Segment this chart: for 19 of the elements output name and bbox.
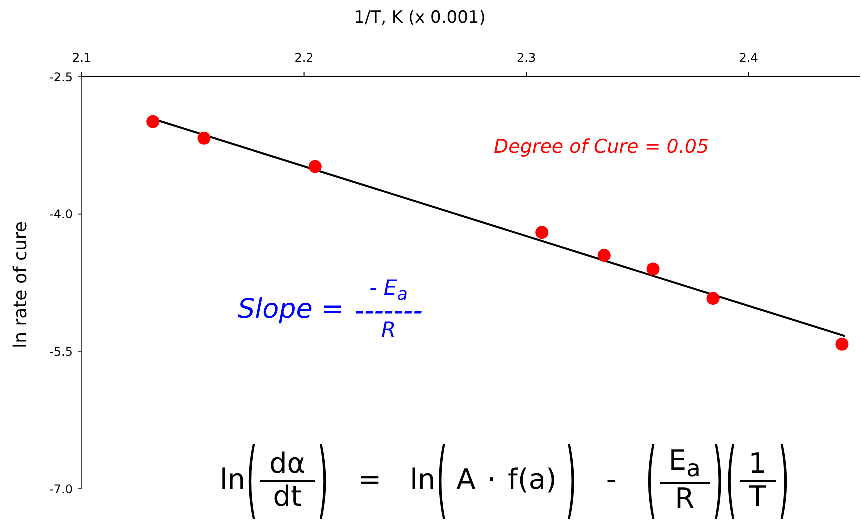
point [536,226,549,240]
annotation: Degree of Cure = 0.05 [494,136,710,159]
point [836,338,849,351]
point [198,132,211,145]
x-tick-label: 2.1 [72,51,92,65]
x-axis-title: 1/T, K (x 0.001) [354,8,486,28]
x-tick-label: 2.4 [739,51,758,65]
point [308,160,322,174]
y-axis-title: ln rate of cure [10,222,32,348]
point [146,115,160,128]
x-tick-label: 2.2 [294,51,314,65]
y-tick-label: -7.0 [50,482,73,496]
x-tick-label: 2.3 [517,51,536,65]
point [646,262,660,276]
point [706,292,720,306]
y-tick-label: -2.5 [50,70,73,84]
y-tick-label: -4.0 [50,208,73,222]
point [598,249,611,262]
y-tick-label: -5.5 [50,344,73,359]
